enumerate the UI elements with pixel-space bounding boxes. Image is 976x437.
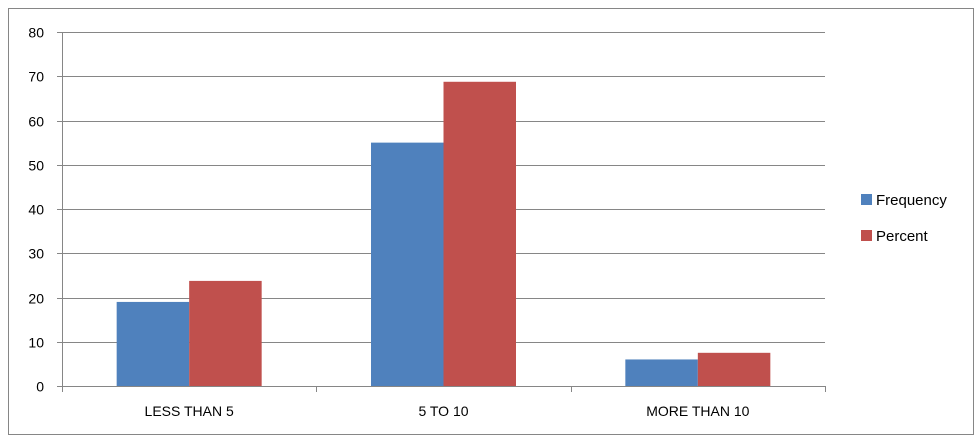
x-tick-labels: LESS THAN 5 5 TO 10 MORE THAN 10 xyxy=(145,403,750,419)
legend-item: Frequency xyxy=(861,192,947,209)
legend-swatch xyxy=(861,230,872,241)
axes xyxy=(57,32,826,392)
y-tick-label: 70 xyxy=(28,69,44,85)
y-tick-label: 80 xyxy=(28,25,44,41)
y-tick-label: 0 xyxy=(36,379,44,395)
x-tick-label: LESS THAN 5 xyxy=(145,403,234,419)
x-tick-label: 5 TO 10 xyxy=(418,403,468,419)
legend-item: Percent xyxy=(861,228,929,245)
legend: Frequency Percent xyxy=(861,192,947,245)
legend-label: Frequency xyxy=(876,192,947,209)
bars xyxy=(116,81,771,386)
legend-label: Percent xyxy=(876,228,929,245)
y-tick-label: 20 xyxy=(28,291,44,307)
y-tick-label: 60 xyxy=(28,114,44,130)
bar-frequency-1 xyxy=(116,301,190,386)
y-tick-labels: 0 10 20 30 40 50 60 70 80 xyxy=(28,25,44,395)
legend-swatch xyxy=(861,194,872,205)
y-tick-label: 30 xyxy=(28,246,44,262)
bar-frequency-2 xyxy=(371,142,444,386)
x-tick-label: MORE THAN 10 xyxy=(646,403,749,419)
bar-percent-3 xyxy=(697,352,771,386)
bar-frequency-3 xyxy=(625,359,698,386)
bar-percent-2 xyxy=(443,81,516,386)
y-tick-label: 50 xyxy=(28,158,44,174)
bar-percent-1 xyxy=(189,280,262,386)
y-tick-label: 10 xyxy=(28,335,44,351)
y-tick-label: 40 xyxy=(28,202,44,218)
